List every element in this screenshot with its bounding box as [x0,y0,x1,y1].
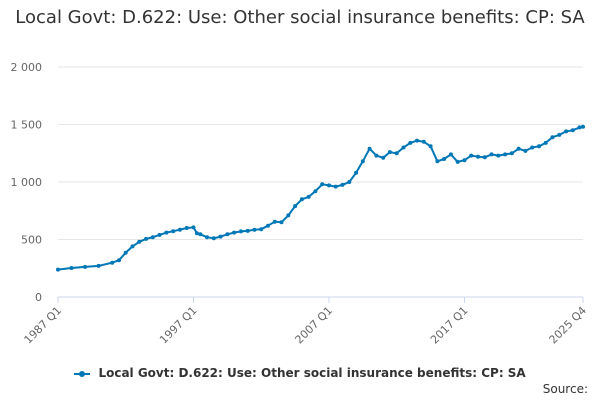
data-point [225,232,230,237]
data-point [56,267,60,272]
data-point [286,213,291,218]
data-point [69,266,74,270]
y-tick-label: 1 000 [11,176,43,189]
data-point [557,132,562,137]
data-point [333,184,338,189]
data-point [448,152,453,157]
data-point [401,145,406,150]
data-point [381,155,386,160]
data-point [157,232,162,237]
data-point [435,159,440,164]
x-tick-label: 2017 Q1 [428,304,471,347]
data-point [205,235,209,240]
data-point [171,229,176,234]
data-point [177,227,182,232]
data-point [496,153,501,158]
data-point [442,157,447,161]
data-point [428,144,433,149]
legend-label: Local Govt: D.622: Use: Other social ins… [98,366,526,380]
data-point [537,144,541,149]
data-point [476,154,480,159]
data-point [110,260,115,265]
data-point [530,145,535,150]
data-point [340,182,345,187]
y-tick-label: 0 [35,291,42,304]
data-point [415,138,419,143]
data-point [279,220,284,225]
data-point [123,250,128,255]
data-point [184,226,189,230]
chart-title: Local Govt: D.622: Use: Other social ins… [15,7,585,28]
x-tick-label: 1997 Q1 [157,304,200,347]
data-point [198,232,203,237]
x-tick-label: 2007 Q1 [293,304,336,347]
y-tick-label: 500 [21,234,42,247]
data-point [150,235,155,240]
data-point [194,231,199,236]
data-point [144,236,149,241]
data-point [218,234,223,239]
data-point [137,239,142,244]
legend-marker-icon [74,369,91,379]
data-point [550,135,555,140]
data-point [394,151,399,156]
data-point [462,158,467,163]
data-point [509,151,514,156]
y-tick-label: 1 500 [11,119,43,132]
data-point [313,189,318,194]
data-point [469,153,474,158]
y-tick-label: 2 000 [11,61,43,74]
data-point [374,153,379,158]
data-point [408,140,413,145]
data-point [503,152,508,157]
data-point [516,146,521,151]
data-point [421,139,426,144]
data-point [238,229,243,234]
data-point [211,236,216,241]
data-point [320,182,325,187]
data-point [327,183,331,188]
data-point [489,152,494,157]
data-point [387,150,392,155]
data-point [83,264,88,269]
data-point [354,170,359,175]
data-point [259,227,264,232]
x-tick-label: 1987 Q1 [22,304,65,347]
series-line [57,125,584,271]
data-point [455,159,460,164]
source-credit[interactable]: Source: [542,382,588,396]
data-point [232,230,237,235]
data-point [293,204,298,209]
data-point [367,146,372,151]
data-point [117,258,121,263]
data-point [272,219,277,224]
data-point [581,124,585,129]
x-tick-label: 2025 Q4 [547,304,590,347]
data-point [543,140,548,145]
data-point [577,125,582,130]
data-point [191,225,196,230]
data-point [299,197,304,202]
data-point [360,159,365,164]
data-point [96,263,101,268]
data-point [564,129,569,134]
data-point [252,227,257,232]
legend[interactable]: Local Govt: D.622: Use: Other social ins… [0,366,600,380]
axes: 0 500 1 000 1 500 2 000 1987 Q1 1997 Q1 2007 Q1… [11,61,590,346]
data-point [164,230,169,235]
data-point [570,128,575,133]
data-point [266,223,270,228]
data-point [130,244,135,249]
data-point [482,155,487,160]
series-layer [56,124,585,272]
data-point [245,228,250,233]
data-point [347,180,352,184]
data-point [523,148,528,153]
data-point [306,194,311,199]
